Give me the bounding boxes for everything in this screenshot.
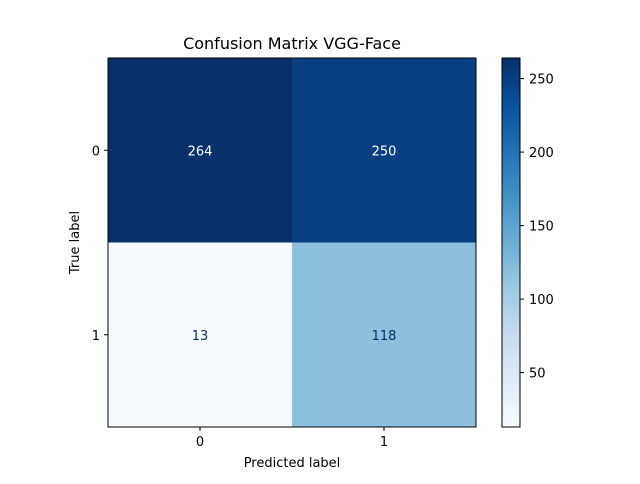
colorbar-ticks: 50 100 150 200 250 (520, 73, 554, 382)
matrix-cell-1-1 (292, 242, 476, 427)
matrix-cell-label: 264 (188, 144, 213, 159)
matrix-cell-1-0 (108, 242, 292, 427)
colorbar-tick-label: 150 (529, 220, 554, 235)
y-tick-label: 0 (92, 144, 100, 159)
x-tick-label: 0 (196, 435, 204, 450)
x-axis-label: Predicted label (244, 456, 341, 471)
y-tick-label: 1 (92, 329, 100, 344)
colorbar-tick-label: 200 (529, 146, 554, 161)
matrix-cells (108, 58, 476, 427)
matrix-cell-0-1 (292, 58, 476, 243)
x-tick-label: 1 (380, 435, 388, 450)
matrix-cell-label: 250 (372, 144, 397, 159)
colorbar (501, 57, 521, 428)
y-axis-label: True label (68, 211, 83, 275)
matrix-cell-labels: 264 250 13 118 (188, 144, 397, 344)
plot-frame (107, 57, 477, 428)
chart-title: Confusion Matrix VGG-Face (183, 34, 401, 53)
matrix-cell-label: 13 (192, 329, 209, 344)
matrix-cell-label: 118 (372, 329, 397, 344)
colorbar-tick-label: 50 (529, 367, 546, 382)
colorbar-tick-label: 100 (529, 293, 554, 308)
matrix-cell-0-0 (108, 58, 292, 243)
y-axis-ticks: 01 (92, 144, 108, 344)
colorbar-tick-label: 250 (529, 73, 554, 88)
